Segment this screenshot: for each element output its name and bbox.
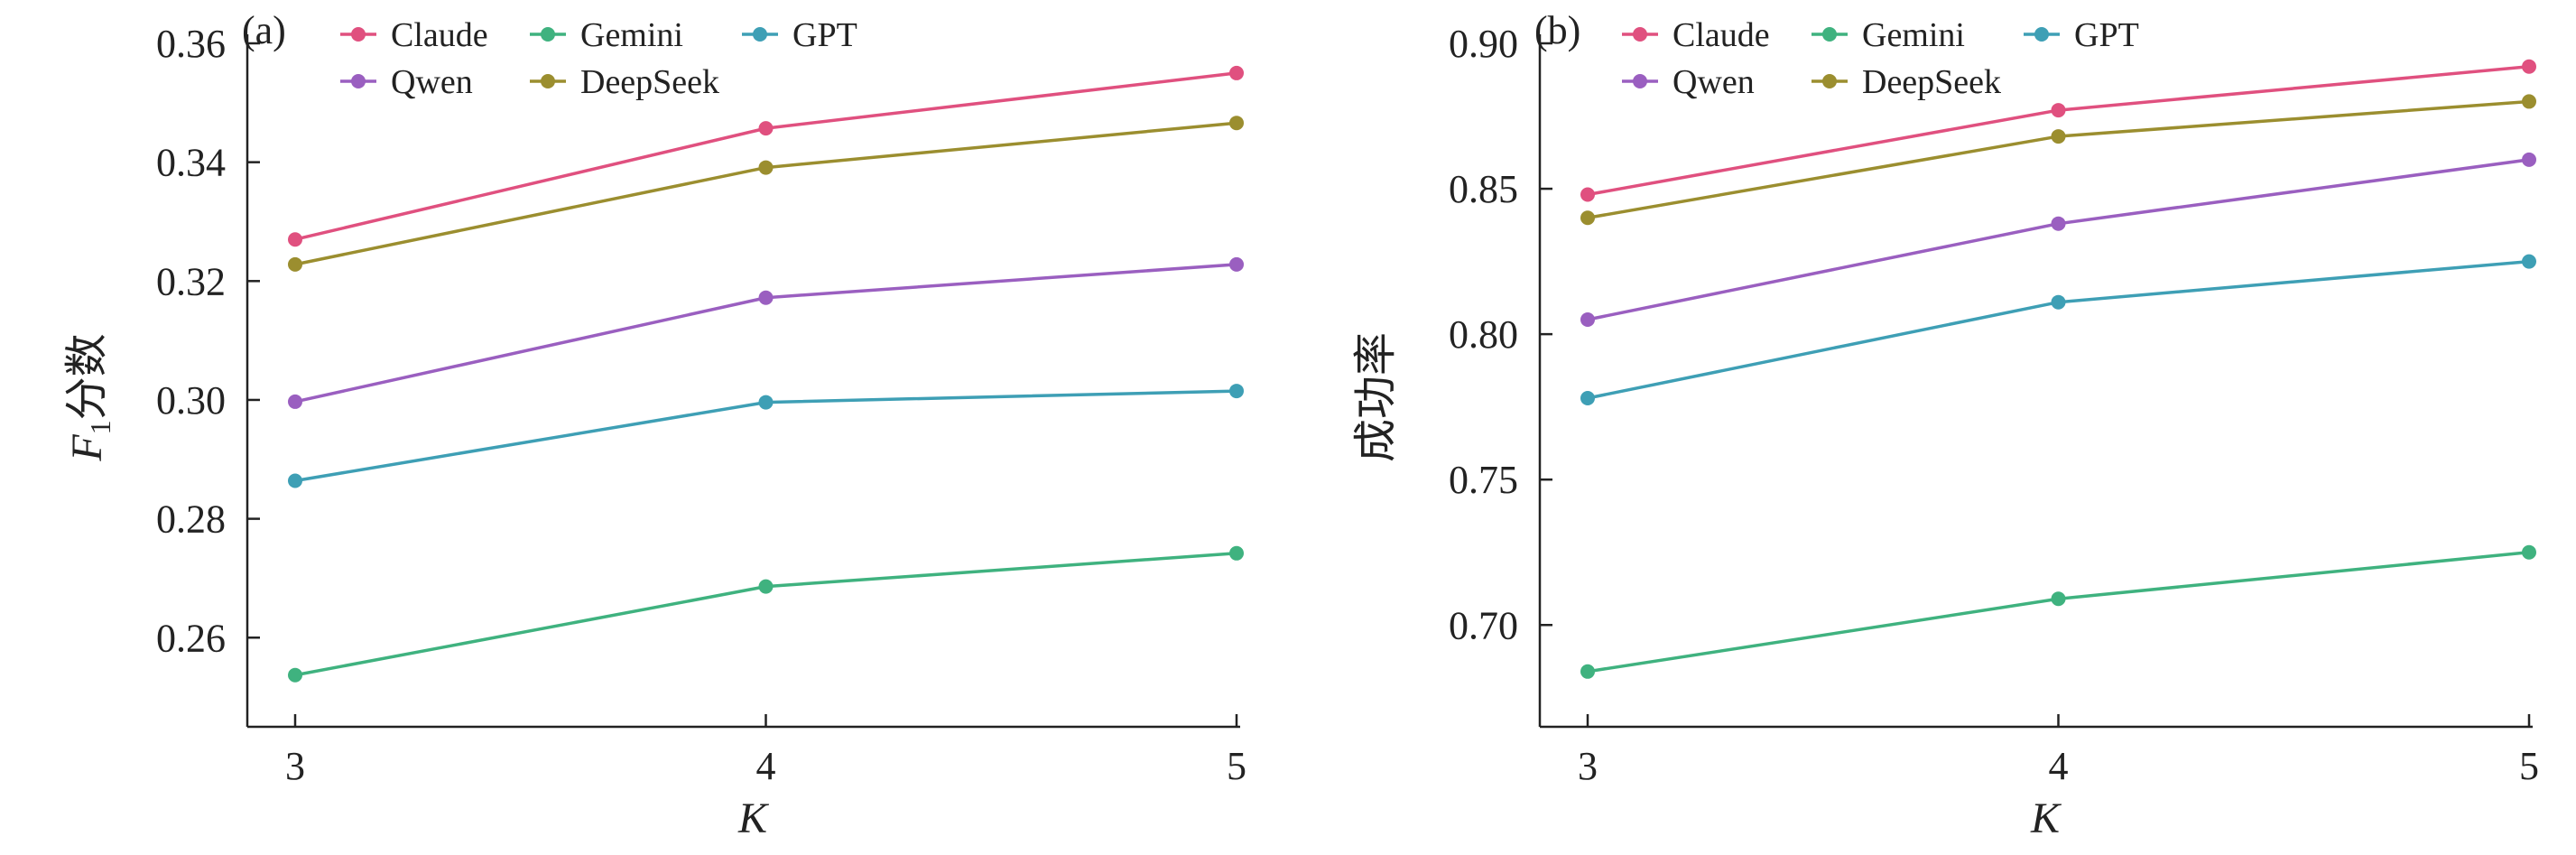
data-point-gemini xyxy=(288,667,302,683)
series-line-deepseek xyxy=(294,121,1237,266)
y-tick-label: 0.90 xyxy=(1449,22,1518,66)
y-axis-title-rest: 分数 xyxy=(63,333,111,420)
legend-item-qwen: Qwen xyxy=(1622,63,1755,101)
legend-label: DeepSeek xyxy=(1862,63,2001,101)
data-point-gpt xyxy=(2522,254,2536,269)
legend-item-gemini: Gemini xyxy=(530,16,683,54)
data-point-gemini xyxy=(2522,544,2536,560)
panel-b: 0.70 0.75 0.80 0.85 0.90 3 4 5 K 成功率 (b) Claude Gemi… xyxy=(1352,8,2539,842)
data-point-qwen xyxy=(2522,152,2536,167)
legend-label: DeepSeek xyxy=(580,63,719,101)
legend-label: Claude xyxy=(1673,16,1770,54)
legend-label: Gemini xyxy=(1862,16,1965,54)
legend-label: GPT xyxy=(2074,16,2139,54)
legend-marker xyxy=(2034,27,2049,42)
x-tick-label: 5 xyxy=(1227,744,1246,788)
data-point-deepseek xyxy=(758,160,774,175)
series-line-qwen xyxy=(294,263,1237,404)
y-axis-title-main: F xyxy=(63,434,111,462)
y-tick-label: 0.80 xyxy=(1449,312,1518,357)
series-line-deepseek xyxy=(1587,99,2530,220)
data-point-gpt xyxy=(1229,384,1244,399)
data-point-gpt xyxy=(288,473,302,488)
legend-item-qwen: Qwen xyxy=(340,63,473,101)
y-tick-label: 0.32 xyxy=(156,259,226,303)
x-tick-label: 4 xyxy=(2049,744,2069,788)
data-point-deepseek xyxy=(288,256,302,272)
legend-item-gpt: GPT xyxy=(742,16,857,54)
data-point-claude xyxy=(758,121,774,136)
legend-item-gemini: Gemini xyxy=(1812,16,1965,54)
data-point-qwen xyxy=(1229,256,1244,272)
legend-item-claude: Claude xyxy=(340,16,488,54)
x-tick-label: 3 xyxy=(285,744,305,788)
legend-label: GPT xyxy=(792,16,857,54)
y-axis-title: F1分数 xyxy=(63,333,116,461)
legend-marker xyxy=(1633,74,1647,88)
y-tick-label: 0.75 xyxy=(1449,458,1518,502)
legend-marker xyxy=(541,74,555,88)
data-point-gemini xyxy=(1580,664,1595,679)
panel-a: 0.26 0.28 0.30 0.32 0.34 0.36 3 4 5 K F1分数 (a) Claud… xyxy=(63,8,1246,842)
y-tick-label: 0.70 xyxy=(1449,603,1518,647)
x-axis-title: K xyxy=(737,795,770,842)
legend-marker xyxy=(351,27,366,42)
data-point-qwen xyxy=(2051,216,2066,231)
legend-marker xyxy=(541,27,555,42)
legend-item-deepseek: DeepSeek xyxy=(530,63,719,101)
panel-label: (a) xyxy=(242,8,286,52)
panel-label: (b) xyxy=(1534,8,1580,52)
data-point-claude xyxy=(2051,103,2066,118)
legend-label: Gemini xyxy=(580,16,683,54)
legend-label: Qwen xyxy=(391,63,473,101)
series-line-gemini xyxy=(1587,550,2530,674)
legend-marker xyxy=(1633,27,1647,42)
legend-marker xyxy=(1822,74,1837,88)
data-point-deepseek xyxy=(1580,210,1595,226)
y-tick-label: 0.34 xyxy=(156,141,226,185)
data-point-gpt xyxy=(1580,390,1595,405)
data-point-qwen xyxy=(288,394,302,409)
legend-marker xyxy=(351,74,366,88)
legend-label: Claude xyxy=(391,16,488,54)
data-point-qwen xyxy=(1580,312,1595,328)
data-point-deepseek xyxy=(2522,94,2536,109)
x-tick-label: 5 xyxy=(2519,744,2539,788)
y-tick-label: 0.28 xyxy=(156,497,226,542)
data-point-deepseek xyxy=(1229,116,1244,131)
y-tick-label: 0.85 xyxy=(1449,167,1518,211)
data-point-claude xyxy=(1580,187,1595,202)
y-axis-title-main: 成功率 xyxy=(1352,332,1400,462)
legend-label: Qwen xyxy=(1673,63,1755,101)
y-tick-label: 0.30 xyxy=(156,378,226,423)
data-point-gemini xyxy=(1229,545,1244,561)
data-point-claude xyxy=(2522,59,2536,74)
data-point-qwen xyxy=(758,290,774,305)
data-point-deepseek xyxy=(2051,129,2066,144)
y-tick-label: 0.26 xyxy=(156,616,226,660)
series-line-gemini xyxy=(294,552,1237,677)
x-axis-title: K xyxy=(2030,795,2062,842)
legend-marker xyxy=(1822,27,1837,42)
y-tick-label: 0.36 xyxy=(156,22,226,66)
data-point-claude xyxy=(288,232,302,247)
data-point-gemini xyxy=(2051,591,2066,607)
y-axis-title-subscript: 1 xyxy=(84,420,116,434)
data-point-gpt xyxy=(758,395,774,410)
x-tick-label: 3 xyxy=(1578,744,1598,788)
legend-item-claude: Claude xyxy=(1622,16,1770,54)
legend-item-deepseek: DeepSeek xyxy=(1812,63,2001,101)
series-line-gpt xyxy=(1587,259,2530,400)
data-point-gpt xyxy=(2051,294,2066,310)
y-axis-title: 成功率 xyxy=(1352,332,1400,462)
data-point-gemini xyxy=(758,579,774,594)
x-tick-label: 4 xyxy=(756,744,776,788)
legend-item-gpt: GPT xyxy=(2024,16,2139,54)
legend-marker xyxy=(753,27,767,42)
data-point-claude xyxy=(1229,65,1244,80)
